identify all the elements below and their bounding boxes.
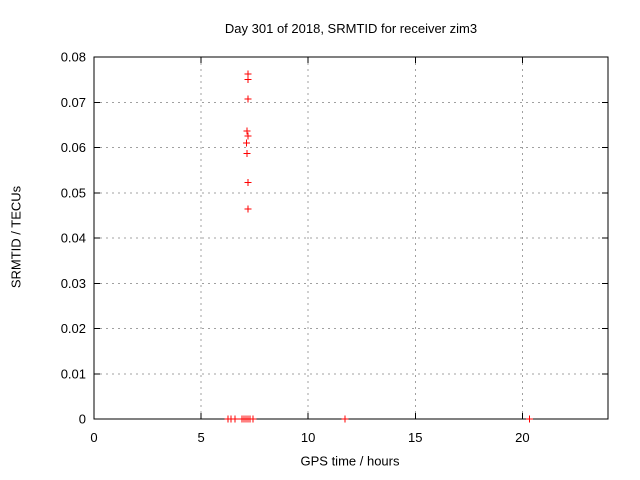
y-tick-label: 0.04 xyxy=(61,231,86,246)
y-tick-label: 0.07 xyxy=(61,95,86,110)
data-point-marker xyxy=(244,95,252,103)
y-tick-label: 0.05 xyxy=(61,185,86,200)
plot-border xyxy=(93,56,609,420)
data-point-marker xyxy=(341,415,349,423)
data-point-marker xyxy=(242,139,250,147)
data-point-marker xyxy=(244,132,252,140)
data-point-marker xyxy=(243,127,251,135)
y-tick-label: 0.03 xyxy=(61,276,86,291)
x-tick-label: 10 xyxy=(301,430,315,445)
y-tick-label: 0.02 xyxy=(61,321,86,336)
x-axis-label: GPS time / hours xyxy=(300,453,400,469)
x-tick-label: 20 xyxy=(515,430,529,445)
y-tick-label: 0.01 xyxy=(61,366,86,381)
x-tick-label: 0 xyxy=(90,430,97,445)
data-point-marker xyxy=(525,415,533,423)
chart-title: Day 301 of 2018, SRMTID for receiver zim… xyxy=(224,21,478,36)
y-tick-label: 0.08 xyxy=(61,50,86,65)
data-point-marker xyxy=(244,70,252,78)
x-tick-label: 5 xyxy=(197,430,204,445)
data-point-marker xyxy=(231,415,239,423)
x-tick-label: 15 xyxy=(408,430,422,445)
y-tick-label: 0.06 xyxy=(61,140,86,155)
data-point-marker xyxy=(244,205,252,213)
data-point-marker xyxy=(249,415,257,423)
y-tick-label: 0 xyxy=(79,412,86,427)
data-point-marker xyxy=(243,149,251,157)
data-point-marker xyxy=(244,178,252,186)
